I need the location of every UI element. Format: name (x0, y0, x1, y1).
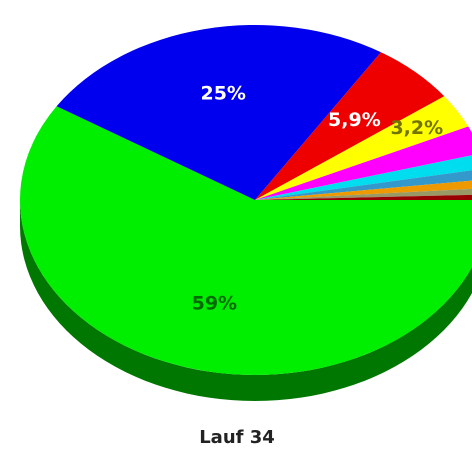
pie-slice (20, 106, 472, 375)
pie-slice (255, 126, 472, 200)
pie-slice (255, 52, 445, 200)
pie-slice (255, 194, 472, 200)
pie-tops (20, 25, 472, 375)
data-label: 25% (200, 83, 245, 105)
pie-slice (255, 96, 469, 200)
pie-slice (255, 170, 472, 200)
data-label: 3,2% (390, 117, 443, 139)
chart-title: Lauf 34 (199, 427, 275, 448)
pie-slice (255, 188, 472, 200)
pie-labels: 59% 25% 5,9% 3,2% (192, 83, 444, 315)
data-label: 59% (192, 293, 237, 315)
pie-slice (56, 25, 381, 200)
pie-sides (20, 200, 472, 401)
pie-slice (255, 180, 472, 200)
pie-slice-side (20, 200, 472, 401)
data-label: 5,9% (328, 109, 381, 131)
